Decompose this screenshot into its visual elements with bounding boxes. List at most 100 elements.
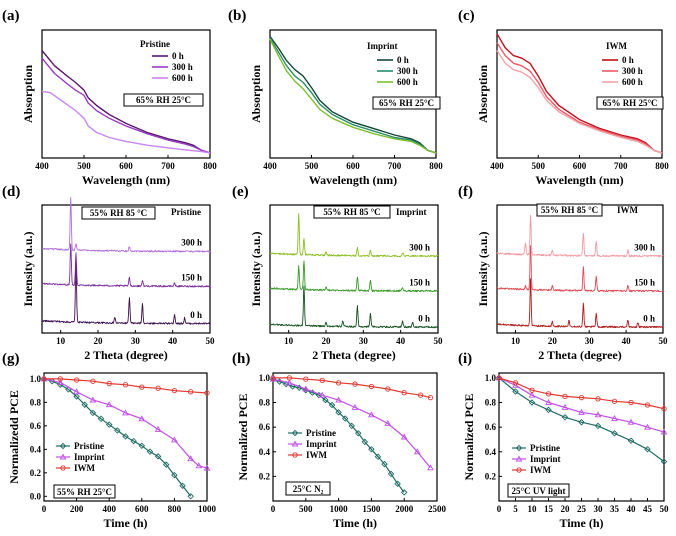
data-point [138, 415, 146, 422]
data-point [187, 493, 194, 500]
data-point [512, 380, 519, 386]
data-point [661, 406, 667, 412]
y-axis-label: Normalized PCE [236, 394, 250, 481]
x-axis-label: 2 Theta (degree) [538, 348, 622, 362]
x-tick-label: 400 [102, 504, 116, 514]
data-point [352, 381, 358, 387]
series-line-Imprint [43, 378, 208, 469]
data-point [269, 375, 277, 382]
data-point [528, 391, 536, 398]
panel-h: (h) Time (h) Normalized PCE 0 500 1000 1500 200… [232, 351, 447, 530]
data-point [114, 427, 121, 434]
x-tick-label: 35 [610, 504, 620, 514]
x-tick-label: 5 [513, 504, 518, 514]
panel-label: (f) [458, 184, 473, 200]
x-tick-label: 50 [434, 336, 444, 346]
data-point [171, 436, 178, 443]
data-point [106, 380, 112, 387]
data-point [595, 396, 601, 402]
data-point [163, 461, 170, 468]
plot-frame [41, 204, 211, 334]
legend-label: Pristine [74, 441, 104, 451]
legend-label: 600 h [397, 77, 418, 87]
data-point [73, 377, 80, 383]
data-point [303, 376, 309, 382]
data-point [594, 422, 602, 430]
pattern-time-label: 150 h [634, 277, 655, 287]
y-tick-label: 0.8 [259, 398, 271, 408]
data-point [289, 383, 296, 390]
condition-box [81, 206, 156, 220]
series-line-300h [269, 37, 437, 154]
legend-label: Pristine [530, 443, 560, 453]
panel-label: (h) [232, 351, 250, 367]
condition-box [53, 484, 116, 499]
data-point [374, 453, 382, 460]
data-point [355, 430, 362, 437]
data-point [171, 471, 178, 479]
panel-g: (g) Time (h) Normalizedd PCE 0 200 400 600 800 1… [2, 351, 217, 530]
x-tick-label: 1500 [362, 504, 381, 514]
data-point [292, 452, 298, 458]
data-point [105, 421, 113, 428]
pattern-time-label: 300 h [634, 242, 655, 252]
data-point [644, 402, 651, 408]
legend-title: IWM [606, 41, 628, 51]
data-point [286, 379, 293, 386]
x-tick-label: 700 [614, 161, 628, 171]
series-line-600h [496, 50, 663, 154]
data-point [660, 458, 668, 465]
x-tick-label: 400 [490, 161, 504, 171]
x-tick-label: 800 [655, 161, 669, 171]
legend-title: Pristine [140, 39, 170, 49]
data-point [322, 396, 329, 404]
x-tick-label: 40 [168, 336, 178, 346]
data-point [195, 462, 203, 469]
x-axis-label: Wavelength (nm) [82, 173, 170, 187]
condition-box [372, 96, 441, 110]
pattern-time-label: 0 h [643, 313, 655, 323]
x-tick-label: 200 [70, 504, 84, 514]
legend-label: 300 h [397, 66, 418, 76]
data-point [385, 386, 391, 392]
data-point [171, 387, 178, 394]
data-point [130, 437, 137, 445]
pattern-time-label: 300 h [409, 242, 430, 252]
data-point [561, 414, 569, 421]
data-point [203, 464, 211, 471]
series-line-600h [41, 90, 211, 154]
data-point [381, 460, 388, 468]
condition-box [123, 93, 204, 107]
data-point [401, 390, 407, 396]
data-point [341, 415, 349, 422]
y-tick-label: 0.6 [30, 421, 42, 431]
y-tick-label: 1.0 [485, 373, 497, 383]
x-axis-label: 2 Theta (degree) [84, 348, 168, 362]
xrd-pattern-0h [269, 285, 439, 329]
x-tick-label: 500 [77, 161, 91, 171]
plot-frame [43, 372, 208, 502]
y-axis-label: Intensity (a.u.) [249, 231, 263, 306]
data-point [561, 403, 569, 410]
series-line-Pristine [498, 377, 665, 463]
series-line-0h [496, 33, 663, 154]
x-tick-label: 700 [388, 161, 402, 171]
panel-e: (e) 2 Theta (degree) Intensity (a.u.) 10 20 3… [232, 184, 443, 362]
x-tick-label: 2500 [428, 504, 447, 514]
pattern-time-label: 0 h [190, 310, 202, 320]
data-point [187, 455, 195, 462]
y-axis-label: Absorption [21, 65, 35, 123]
data-point [286, 375, 293, 381]
data-point [41, 376, 47, 382]
data-point [545, 399, 552, 405]
condition-box [285, 481, 331, 496]
series-line-Imprint [498, 377, 665, 433]
xrd-pattern-0h [41, 258, 211, 325]
pattern-time-label: 300 h [181, 238, 202, 248]
data-point [60, 465, 66, 471]
x-tick-label: 10 [511, 336, 521, 346]
x-tick-label: 500 [299, 504, 313, 514]
data-point [515, 455, 523, 462]
data-point [528, 399, 536, 406]
data-point [90, 378, 96, 384]
